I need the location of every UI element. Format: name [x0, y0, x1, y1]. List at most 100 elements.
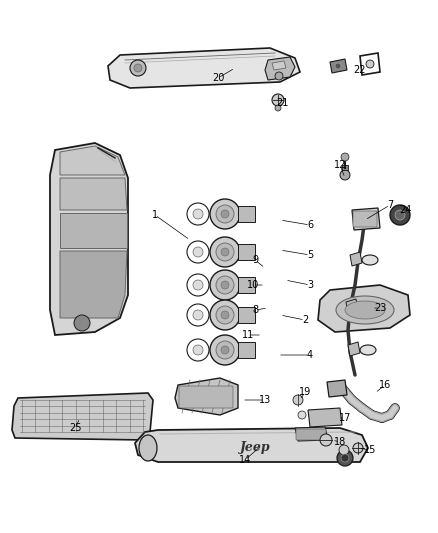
PathPatch shape: [50, 143, 128, 335]
Text: 25: 25: [69, 423, 81, 433]
Circle shape: [335, 63, 341, 69]
Circle shape: [320, 434, 332, 446]
Circle shape: [187, 241, 209, 263]
Circle shape: [221, 281, 229, 289]
Text: 22: 22: [354, 65, 366, 75]
PathPatch shape: [330, 59, 347, 73]
Circle shape: [216, 205, 234, 223]
Circle shape: [210, 199, 240, 229]
Circle shape: [130, 60, 146, 76]
PathPatch shape: [360, 53, 380, 75]
Circle shape: [187, 274, 209, 296]
Circle shape: [216, 306, 234, 324]
PathPatch shape: [238, 206, 255, 222]
PathPatch shape: [60, 146, 125, 175]
Text: 4: 4: [307, 350, 313, 360]
Circle shape: [272, 94, 284, 106]
Text: 5: 5: [307, 250, 313, 260]
Text: 8: 8: [252, 305, 258, 315]
PathPatch shape: [60, 251, 127, 318]
Circle shape: [221, 248, 229, 256]
Text: 18: 18: [334, 437, 346, 447]
Circle shape: [340, 170, 350, 180]
Ellipse shape: [360, 345, 376, 355]
Circle shape: [187, 203, 209, 225]
Circle shape: [210, 300, 240, 330]
Circle shape: [210, 270, 240, 300]
FancyBboxPatch shape: [179, 386, 233, 408]
Text: 10: 10: [247, 280, 259, 290]
Text: 13: 13: [259, 395, 271, 405]
PathPatch shape: [308, 408, 342, 427]
Text: 15: 15: [364, 445, 376, 455]
Text: Jeep: Jeep: [240, 441, 270, 455]
Circle shape: [187, 339, 209, 361]
Circle shape: [216, 243, 234, 261]
Text: 3: 3: [307, 280, 313, 290]
Circle shape: [275, 72, 283, 80]
PathPatch shape: [60, 213, 127, 248]
Ellipse shape: [336, 296, 394, 324]
PathPatch shape: [327, 380, 347, 397]
Circle shape: [293, 395, 303, 405]
Circle shape: [193, 209, 203, 219]
PathPatch shape: [295, 427, 328, 441]
Circle shape: [366, 60, 374, 68]
Ellipse shape: [345, 301, 385, 319]
Circle shape: [221, 346, 229, 354]
Text: 7: 7: [387, 200, 393, 210]
Text: 19: 19: [299, 387, 311, 397]
Circle shape: [193, 310, 203, 320]
Text: 23: 23: [374, 303, 386, 313]
PathPatch shape: [238, 277, 255, 293]
PathPatch shape: [175, 378, 238, 415]
Circle shape: [221, 311, 229, 319]
Circle shape: [390, 205, 410, 225]
Circle shape: [298, 411, 306, 419]
PathPatch shape: [60, 178, 127, 210]
Ellipse shape: [358, 302, 374, 312]
Text: 20: 20: [212, 73, 224, 83]
Circle shape: [339, 445, 349, 455]
PathPatch shape: [346, 299, 358, 313]
PathPatch shape: [238, 307, 255, 323]
Text: 21: 21: [276, 98, 288, 108]
PathPatch shape: [12, 393, 153, 440]
Ellipse shape: [139, 435, 157, 461]
Circle shape: [221, 210, 229, 218]
PathPatch shape: [342, 165, 348, 170]
Circle shape: [216, 276, 234, 294]
Circle shape: [74, 315, 90, 331]
Circle shape: [341, 153, 349, 161]
Text: 9: 9: [252, 255, 258, 265]
Circle shape: [341, 454, 349, 462]
PathPatch shape: [350, 252, 362, 266]
Text: 6: 6: [307, 220, 313, 230]
Text: 16: 16: [379, 380, 391, 390]
FancyBboxPatch shape: [353, 211, 377, 227]
PathPatch shape: [352, 208, 380, 230]
PathPatch shape: [238, 342, 255, 358]
PathPatch shape: [318, 285, 410, 332]
Text: 17: 17: [339, 413, 351, 423]
Circle shape: [134, 64, 142, 72]
Circle shape: [193, 280, 203, 290]
Text: 12: 12: [334, 160, 346, 170]
PathPatch shape: [272, 61, 286, 70]
Text: 2: 2: [302, 315, 308, 325]
Circle shape: [337, 450, 353, 466]
Circle shape: [275, 105, 281, 111]
PathPatch shape: [265, 57, 295, 80]
PathPatch shape: [108, 48, 300, 88]
FancyBboxPatch shape: [296, 429, 326, 440]
Circle shape: [193, 247, 203, 257]
Circle shape: [395, 210, 405, 220]
Circle shape: [353, 443, 363, 453]
Circle shape: [187, 304, 209, 326]
Text: 1: 1: [152, 210, 158, 220]
Circle shape: [216, 341, 234, 359]
PathPatch shape: [348, 342, 360, 356]
Circle shape: [210, 335, 240, 365]
Text: 11: 11: [242, 330, 254, 340]
PathPatch shape: [135, 428, 368, 462]
